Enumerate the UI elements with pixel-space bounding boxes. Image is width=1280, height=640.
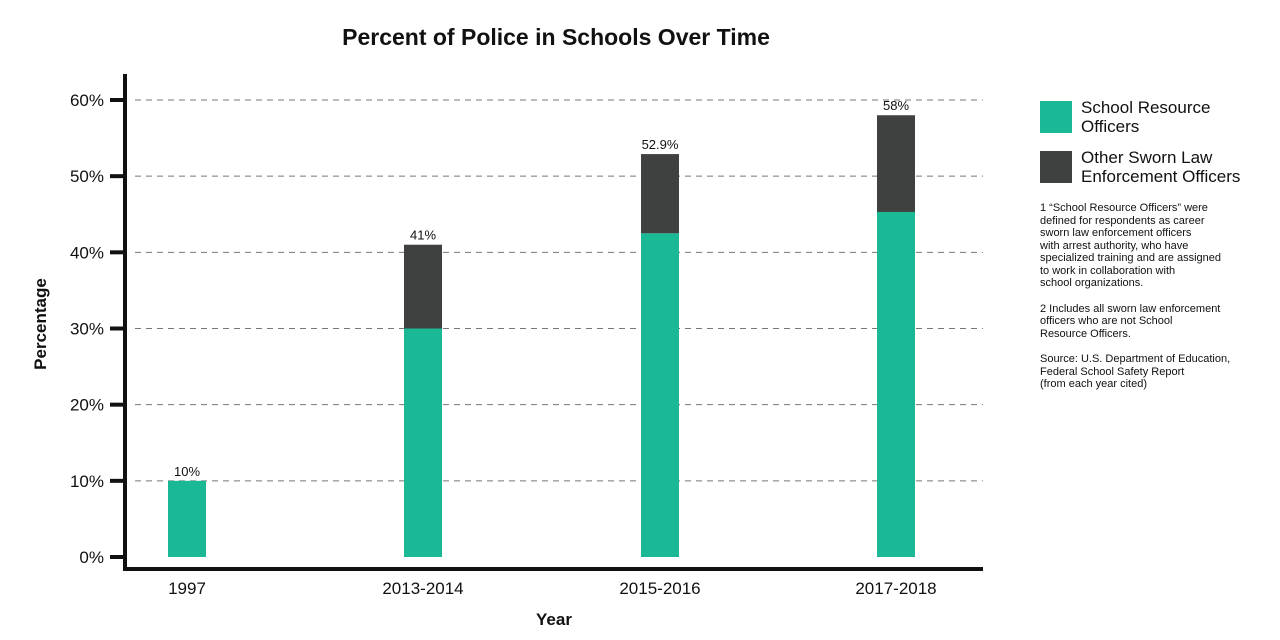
x-tick-label: 1997 — [168, 579, 206, 598]
axes — [110, 74, 983, 571]
bar-segment-other-sworn-officers — [404, 244, 442, 329]
bar-total-label: 58% — [883, 98, 909, 113]
footnote-2: 2 Includes all sworn law enforcement off… — [1040, 302, 1221, 340]
bar-segment-other-sworn-officers — [641, 154, 679, 234]
bar-segment-school-resource-officers — [877, 211, 915, 557]
legend-label: School Resource Officers — [1081, 98, 1211, 136]
bar-total-label: 52.9% — [642, 137, 679, 152]
y-tick-label: 60% — [70, 91, 104, 110]
y-tick-label: 0% — [79, 548, 104, 567]
y-axis-title: Percentage — [31, 278, 50, 370]
x-tick-label: 2015-2016 — [619, 579, 700, 598]
legend: School Resource Officers Other Sworn Law… — [1040, 98, 1272, 198]
x-tick-label: 2013-2014 — [382, 579, 463, 598]
footnote-1: 1 “School Resource Officers” were define… — [1040, 202, 1222, 289]
bars — [168, 115, 915, 557]
bar-total-label: 10% — [174, 464, 200, 479]
footnotes: 1 “School Resource Officers” were define… — [1040, 202, 1276, 404]
y-tick-label: 10% — [70, 472, 104, 491]
source-note: Source: U.S. Department of Education, Fe… — [1040, 353, 1231, 390]
tick-labels: 0% 10% 20% 30% 40% 50% 60% 10% 1997 41% 2013-2014 5… — [70, 91, 937, 598]
bar-segment-other-sworn-officers — [877, 115, 915, 212]
gridlines — [135, 99, 983, 482]
bar-segment-school-resource-officers — [168, 480, 206, 557]
y-tick-label: 30% — [70, 320, 104, 339]
x-tick-label: 2017-2018 — [855, 579, 936, 598]
legend-swatch-school-resource-officers — [1040, 101, 1072, 133]
legend-swatch-other-sworn-officers — [1040, 151, 1072, 183]
x-axis-title: Year — [536, 610, 572, 629]
y-tick-label: 40% — [70, 243, 104, 262]
legend-item-other-sworn-officers: Other Sworn Law Enforcement Officers — [1040, 148, 1272, 186]
bar-total-label: 41% — [410, 228, 436, 243]
bar-segment-school-resource-officers — [404, 328, 442, 557]
y-tick-label: 20% — [70, 396, 104, 415]
y-tick-label: 50% — [70, 167, 104, 186]
legend-item-school-resource-officers: School Resource Officers — [1040, 98, 1272, 136]
legend-label: Other Sworn Law Enforcement Officers — [1081, 148, 1241, 186]
chart-title: Percent of Police in Schools Over Time — [342, 24, 770, 50]
bar-segment-school-resource-officers — [641, 233, 679, 557]
